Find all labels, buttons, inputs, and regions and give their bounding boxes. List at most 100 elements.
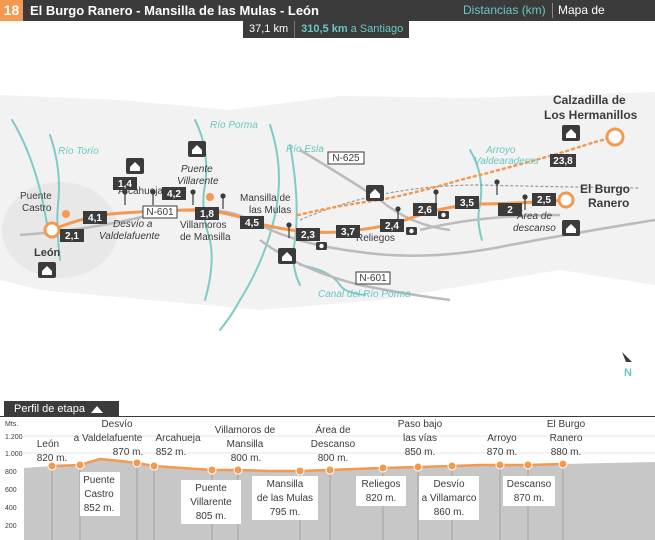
- profile-altitude: 870 m.: [113, 447, 144, 458]
- segment-distance: 2,3: [301, 230, 315, 241]
- profile-label: Ranero: [550, 433, 583, 444]
- lodging-icon: [562, 125, 580, 141]
- el-burgo-ranero-marker[interactable]: [557, 191, 575, 209]
- location-map-button[interactable]: Mapa de situación: [558, 3, 606, 38]
- segment-box: 4,2: [162, 187, 186, 200]
- place-mansilla-2: las Mulas: [249, 205, 291, 216]
- road-label-n625: N-625: [332, 153, 360, 164]
- profile-label: Descanso: [507, 479, 552, 490]
- road-label-n601: N-601: [359, 273, 387, 284]
- camera-icon: [316, 242, 327, 250]
- profile-tab-label: Perfil de etapa: [14, 403, 85, 415]
- leon-marker[interactable]: [43, 221, 61, 239]
- north-arrow: N: [622, 352, 632, 379]
- profile-label: a Villamarco: [422, 493, 477, 504]
- profile-label: Villamoros de: [215, 425, 276, 436]
- profile-label: Castro: [84, 489, 114, 500]
- elevation-profile: Mts. 1.200 1.000 800 600 400 200 León 82: [5, 419, 655, 540]
- segment-box: 2,6: [413, 203, 437, 216]
- place-burgo-1: El Burgo: [580, 182, 630, 196]
- profile-altitude: 880 m.: [551, 447, 582, 458]
- place-desvio-1: Desvío a: [113, 219, 153, 230]
- river-label-arroyo: Arroyo: [485, 145, 516, 156]
- profile-altitude: 852 m.: [84, 503, 115, 514]
- road-labels: N-601 N-625 N-601: [142, 151, 391, 285]
- profile-altitude: 850 m.: [405, 447, 436, 458]
- profile-altitude: 870 m.: [514, 493, 545, 504]
- profile-label: Área de: [315, 423, 350, 436]
- segment-distance: 3,7: [341, 227, 355, 238]
- segment-box: 2,5: [532, 193, 556, 206]
- segment-box: 2: [498, 203, 522, 216]
- river-label-esla: Río Esla: [286, 144, 324, 155]
- calzadilla-marker[interactable]: [605, 127, 625, 147]
- river-label-canal: Canal del Río Porma: [318, 289, 411, 300]
- place-reliegos: Reliegos: [356, 233, 395, 244]
- lodging-icon: [188, 141, 206, 157]
- to-santiago-suffix: a Santiago: [347, 23, 404, 35]
- place-villarente-1: Puente: [181, 164, 213, 175]
- route-map[interactable]: 2,1 4,1 1,4 4,2 1,8 4,5 2,3 3,7 2,4 2,6 …: [0, 40, 655, 395]
- segment-distance: 2,6: [418, 205, 432, 216]
- segment-distance: 4,1: [88, 213, 102, 224]
- segment-box: 4,5: [240, 216, 264, 229]
- profile-label: Puente: [195, 483, 227, 494]
- segment-distance: 2,1: [65, 231, 79, 242]
- segment-box: 3,7: [336, 225, 360, 238]
- segment-box: 4,1: [83, 211, 107, 224]
- segment-distance: 2,4: [385, 221, 399, 232]
- y-tick: 600: [5, 487, 17, 494]
- lodging-icon: [38, 262, 56, 278]
- place-calzadilla-1: Calzadilla de: [553, 93, 626, 107]
- segment-box: 2,1: [60, 229, 84, 242]
- profile-label: las vías: [403, 433, 437, 444]
- segment-distance: 1,8: [200, 209, 214, 220]
- profile-label: Desvío: [101, 419, 133, 430]
- profile-altitude: 800 m.: [318, 453, 349, 464]
- to-santiago-distance: 310,5 km a Santiago: [294, 21, 409, 38]
- profile-label: Arcahueja: [155, 433, 200, 444]
- camera-icon: [438, 211, 449, 219]
- river-label-porma: Río Porma: [210, 120, 258, 131]
- north-label: N: [624, 367, 632, 379]
- stage-number-badge: 18: [0, 0, 23, 21]
- segment-box: 1,4: [113, 177, 137, 190]
- y-tick: 800: [5, 469, 17, 476]
- profile-top-labels: León 820 m. Desvío a Valdelafuente 870 m…: [37, 419, 586, 464]
- place-villamoros-2: de Mansilla: [180, 232, 231, 243]
- lodging-icon: [126, 158, 144, 174]
- y-axis: Mts. 1.200 1.000 800 600 400 200: [5, 421, 23, 530]
- profile-label: Puente: [83, 475, 115, 486]
- place-mansilla-1: Mansilla de: [240, 193, 291, 204]
- profile-label: Desvío: [433, 479, 465, 490]
- profile-altitude: 795 m.: [270, 507, 301, 518]
- segment-box: 2,3: [296, 228, 320, 241]
- profile-label: Mansilla: [227, 439, 264, 450]
- segment-distance-boxes: 2,1 4,1 1,4 4,2 1,8 4,5 2,3 3,7 2,4 2,6 …: [60, 154, 576, 242]
- place-desvio-2: Valdelafuente: [99, 231, 160, 242]
- place-leon: León: [34, 247, 61, 259]
- elevation-line: [51, 457, 564, 473]
- place-area-2: descanso: [513, 223, 556, 234]
- y-axis-unit: Mts.: [5, 421, 18, 428]
- segment-box: 1,8: [195, 207, 219, 220]
- place-puente-castro-2: Castro: [22, 203, 52, 214]
- lodging-icon: [366, 185, 384, 201]
- segment-distance: 1,4: [118, 179, 132, 190]
- mountain-icon: [90, 405, 103, 413]
- profile-altitude: 805 m.: [196, 511, 227, 522]
- y-tick: 1.000: [5, 451, 23, 458]
- segment-distance: 4,5: [245, 218, 259, 229]
- distances-button[interactable]: Distancias (km): [463, 3, 546, 17]
- camera-icons: [316, 211, 449, 250]
- segment-distance: 2: [507, 205, 513, 216]
- place-labels: León Puente Castro Desvío a Valdelafuent…: [20, 93, 638, 259]
- profile-altitude: 800 m.: [231, 453, 262, 464]
- route-alternative: [296, 135, 617, 217]
- stage-distance: 37,1 km: [249, 23, 289, 35]
- place-calzadilla-2: Los Hermanillos: [544, 108, 638, 122]
- profile-label: Mansilla: [267, 479, 304, 490]
- profile-tab[interactable]: Perfil de etapa: [4, 401, 119, 417]
- profile-altitude: 860 m.: [434, 507, 465, 518]
- river-labels: Río Torío Río Porma Río Esla Arroyo Vald…: [58, 120, 539, 300]
